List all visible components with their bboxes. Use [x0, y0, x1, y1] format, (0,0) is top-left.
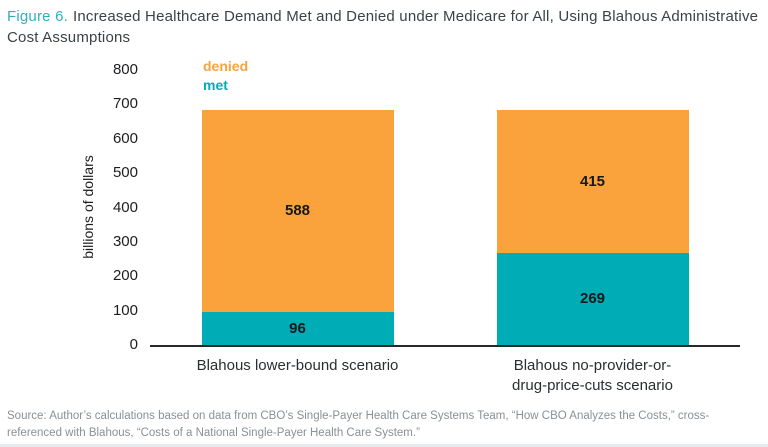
bar-segment-met: 96 [201, 312, 394, 345]
y-tick-label: 200 [112, 267, 138, 285]
bar-value-label: 588 [284, 202, 311, 220]
x-category-label: Blahous lower-bound scenario [196, 357, 399, 374]
y-tick-label: 100 [112, 301, 138, 319]
bar-value-label: 96 [289, 320, 306, 337]
y-tick-label: 400 [112, 198, 138, 216]
bar-segment-met: 269 [496, 252, 689, 345]
legend-entry-denied: denied [203, 58, 249, 74]
bar-segment-denied: 588 [201, 109, 394, 312]
bar-segment-denied: 415 [496, 109, 689, 253]
legend-entry-met: met [203, 77, 228, 93]
figure-title-text: Increased Healthcare Demand Met and Deni… [7, 8, 759, 46]
y-tick-label: 500 [112, 164, 138, 182]
chart-legend: denied met [203, 57, 248, 95]
y-tick-label: 700 [112, 95, 138, 113]
y-tick-label: 600 [112, 129, 138, 147]
x-category-label: Blahous no-provider-or- drug-price-cuts … [512, 357, 673, 394]
y-tick-label: 0 [129, 336, 138, 353]
bar-value-label: 269 [579, 290, 606, 308]
x-axis-line [150, 345, 740, 347]
bottom-divider [0, 444, 768, 447]
bar-value-label: 415 [579, 172, 606, 190]
figure-number: Figure 6. [7, 8, 68, 25]
figure-title: Figure 6. Increased Healthcare Demand Met… [7, 6, 763, 48]
y-tick-label: 300 [112, 232, 138, 250]
source-note: Source: Author’s calculations based on d… [7, 410, 710, 439]
y-tick-label: 800 [112, 61, 138, 78]
